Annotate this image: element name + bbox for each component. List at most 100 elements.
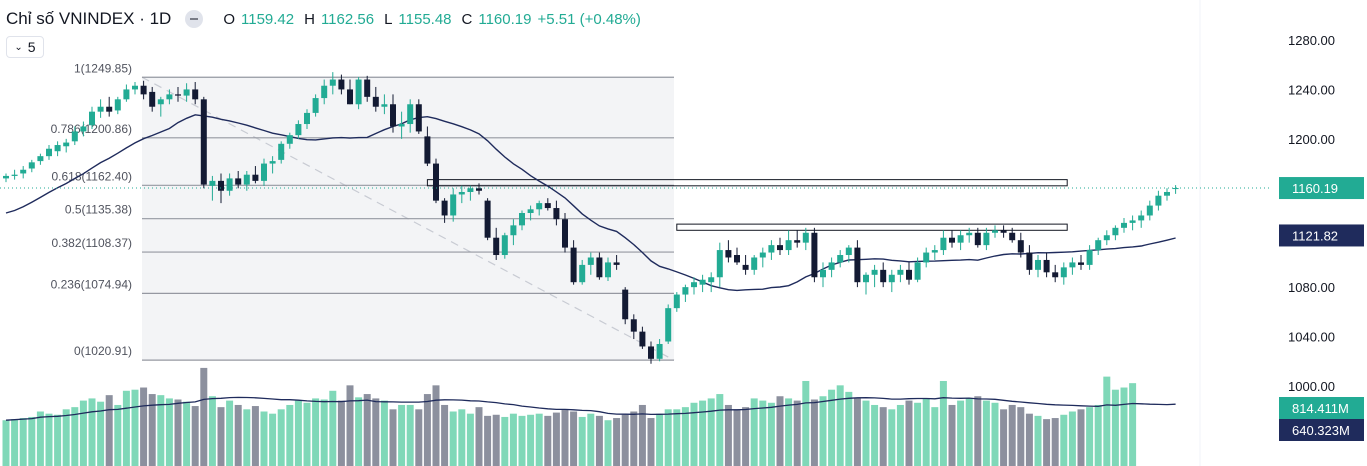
candle	[1103, 230, 1110, 246]
volume-bar	[501, 416, 509, 466]
fib-level-label: 0.618(1162.40)	[51, 169, 132, 183]
candle-body	[415, 104, 422, 132]
candle	[906, 262, 912, 285]
candle-body	[622, 289, 629, 320]
candle-body	[123, 89, 130, 100]
volume-bar	[1008, 404, 1016, 466]
candle	[11, 169, 18, 180]
candle	[570, 240, 577, 285]
volume-ma-tag: 640.323M	[1292, 423, 1350, 438]
candle	[897, 264, 904, 283]
fib-level-label: 0.5(1135.38)	[65, 203, 132, 217]
candle-body	[295, 124, 302, 136]
candle-body	[183, 89, 190, 96]
candle	[966, 227, 973, 243]
candle-body	[949, 237, 955, 243]
volume-bar	[982, 400, 990, 466]
candle	[89, 106, 95, 129]
candle	[605, 257, 611, 281]
candle	[691, 277, 697, 295]
candle	[699, 274, 706, 293]
candle-body	[974, 232, 981, 246]
candle-body	[1155, 195, 1162, 206]
volume-bar	[217, 407, 225, 466]
candle-body	[1026, 252, 1033, 270]
candle	[510, 219, 517, 246]
volume-bar	[604, 420, 612, 466]
candle-body	[192, 89, 199, 100]
candle-body	[742, 264, 749, 270]
candle	[785, 230, 792, 256]
volume-bar	[398, 404, 406, 466]
candle-body	[467, 188, 474, 192]
candle	[1164, 188, 1170, 201]
candle-body	[768, 245, 775, 253]
candle-body	[278, 143, 285, 160]
candle	[286, 132, 293, 149]
candle-body	[97, 106, 104, 112]
volume-bar	[19, 418, 27, 466]
high-label: H	[304, 10, 315, 28]
candle-body	[854, 247, 861, 283]
candle	[295, 120, 302, 139]
candle-body	[665, 308, 672, 342]
candle-body	[149, 91, 156, 107]
candle	[157, 96, 164, 117]
volume-bar	[492, 414, 500, 466]
volume-bar	[243, 409, 251, 466]
candle	[398, 111, 405, 139]
candle	[450, 188, 457, 222]
volume-bar	[269, 413, 277, 466]
candle	[71, 126, 78, 146]
volume-bar	[1034, 415, 1042, 466]
volume-bar	[1051, 418, 1059, 466]
indicators-toggle-button[interactable]: ⌄ 5	[6, 36, 44, 58]
candle-body	[536, 203, 543, 210]
volume-bar	[28, 416, 36, 466]
candle	[613, 255, 620, 270]
candle	[992, 225, 998, 238]
candle	[768, 240, 775, 260]
candle-body	[802, 232, 809, 243]
candle-body	[673, 294, 680, 309]
volume-bar	[802, 380, 810, 466]
candle-body	[321, 85, 328, 99]
volume-bar	[613, 418, 621, 466]
volume-bar	[226, 400, 234, 466]
candle	[630, 314, 637, 340]
candle-body	[1052, 272, 1059, 278]
volume-bar	[681, 407, 689, 466]
candle-body	[1103, 235, 1110, 241]
volume-bar	[535, 413, 543, 466]
volume-bar	[183, 401, 191, 466]
candle-body	[269, 161, 276, 164]
candle-body	[751, 257, 758, 270]
candle-body	[140, 85, 147, 95]
candle-body	[89, 111, 95, 126]
volume-bar	[441, 404, 449, 466]
volume-bar	[630, 411, 638, 466]
volume-bar	[432, 385, 440, 466]
close-label: C	[461, 10, 473, 28]
resistance-zone	[676, 223, 1068, 231]
candle	[596, 252, 603, 280]
candle	[1172, 185, 1179, 194]
collapse-legend-button[interactable]	[185, 10, 204, 28]
volume-bar	[484, 415, 492, 466]
candle	[252, 166, 259, 184]
candle	[235, 170, 242, 189]
candle-body	[11, 174, 18, 176]
candle-body	[261, 163, 267, 181]
candle	[544, 198, 551, 211]
candle-body	[1017, 240, 1024, 253]
volume-bar	[767, 402, 775, 466]
candle	[226, 173, 233, 196]
volume-bar	[922, 398, 930, 466]
volume-bar	[1111, 389, 1119, 466]
candle	[407, 99, 414, 133]
volume-bar	[948, 404, 956, 466]
candle	[1121, 217, 1127, 233]
candle	[949, 230, 955, 248]
symbol-title[interactable]: Chỉ số VNINDEX · 1D	[6, 9, 172, 28]
